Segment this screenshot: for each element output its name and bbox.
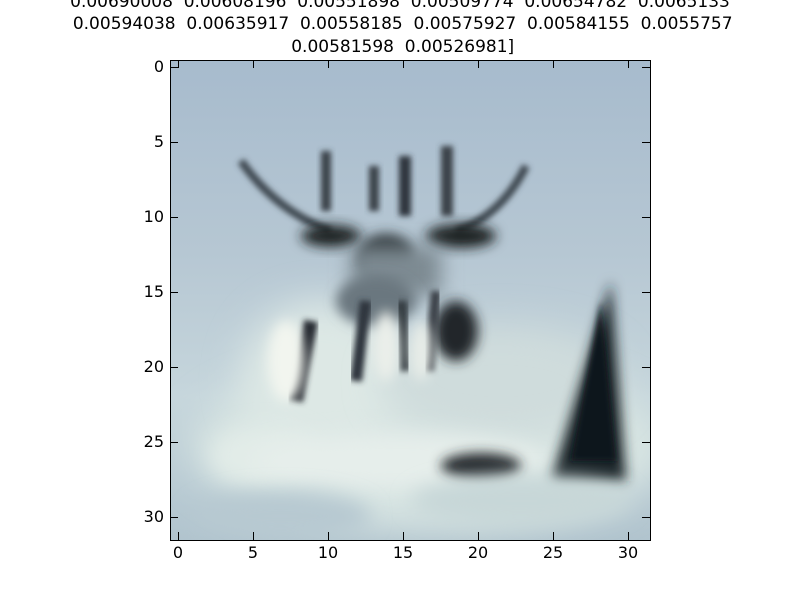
- y-tick-label-25: 25: [143, 432, 164, 451]
- x-tick-25-top: [553, 60, 554, 68]
- y-tick-15-left: [170, 292, 178, 293]
- x-tick-5-bottom: [253, 532, 254, 540]
- x-tick-30-bottom: [628, 532, 629, 540]
- y-tick-label-5: 5: [153, 132, 164, 151]
- y-tick-label-0: 0: [153, 57, 164, 76]
- figure-title-line-3: 0.00581598 0.00526981]: [285, 37, 515, 57]
- x-tick-15-top: [403, 60, 404, 68]
- x-tick-label-15: 15: [392, 543, 414, 562]
- y-tick-25-left: [170, 442, 178, 443]
- x-tick-30-top: [628, 60, 629, 68]
- x-tick-10-top: [328, 60, 329, 68]
- y-tick-20-left: [170, 367, 178, 368]
- x-tick-25-bottom: [553, 532, 554, 540]
- y-tick-label-30: 30: [143, 507, 164, 526]
- y-tick-label-15: 15: [143, 282, 164, 301]
- blurry-image-render: [171, 61, 650, 540]
- figure-title-line-2: 0.00594038 0.00635917 0.00558185 0.00575…: [67, 14, 733, 34]
- x-tick-label-20: 20: [467, 543, 489, 562]
- x-tick-label-5: 5: [247, 543, 259, 562]
- x-tick-5-top: [253, 60, 254, 68]
- y-tick-30-left: [170, 517, 178, 518]
- y-tick-5-right: [642, 142, 650, 143]
- image-plot-area: [171, 61, 650, 540]
- x-tick-label-10: 10: [317, 543, 339, 562]
- y-tick-15-right: [642, 292, 650, 293]
- x-tick-15-bottom: [403, 532, 404, 540]
- figure-title-line-1: 0.00690008 0.00608196 0.00551898 0.00509…: [70, 0, 730, 12]
- y-tick-10-left: [170, 217, 178, 218]
- y-tick-0-left: [170, 67, 178, 68]
- y-tick-0-right: [642, 67, 650, 68]
- x-tick-label-30: 30: [617, 543, 639, 562]
- x-tick-20-top: [478, 60, 479, 68]
- y-tick-25-right: [642, 442, 650, 443]
- y-tick-20-right: [642, 367, 650, 368]
- x-tick-20-bottom: [478, 532, 479, 540]
- x-tick-10-bottom: [328, 532, 329, 540]
- y-tick-label-20: 20: [143, 357, 164, 376]
- x-tick-0-top: [178, 60, 179, 68]
- x-tick-0-bottom: [178, 532, 179, 540]
- x-tick-label-0: 0: [172, 543, 184, 562]
- y-tick-label-10: 10: [143, 207, 164, 226]
- y-tick-10-right: [642, 217, 650, 218]
- y-tick-5-left: [170, 142, 178, 143]
- x-tick-label-25: 25: [542, 543, 564, 562]
- y-tick-30-right: [642, 517, 650, 518]
